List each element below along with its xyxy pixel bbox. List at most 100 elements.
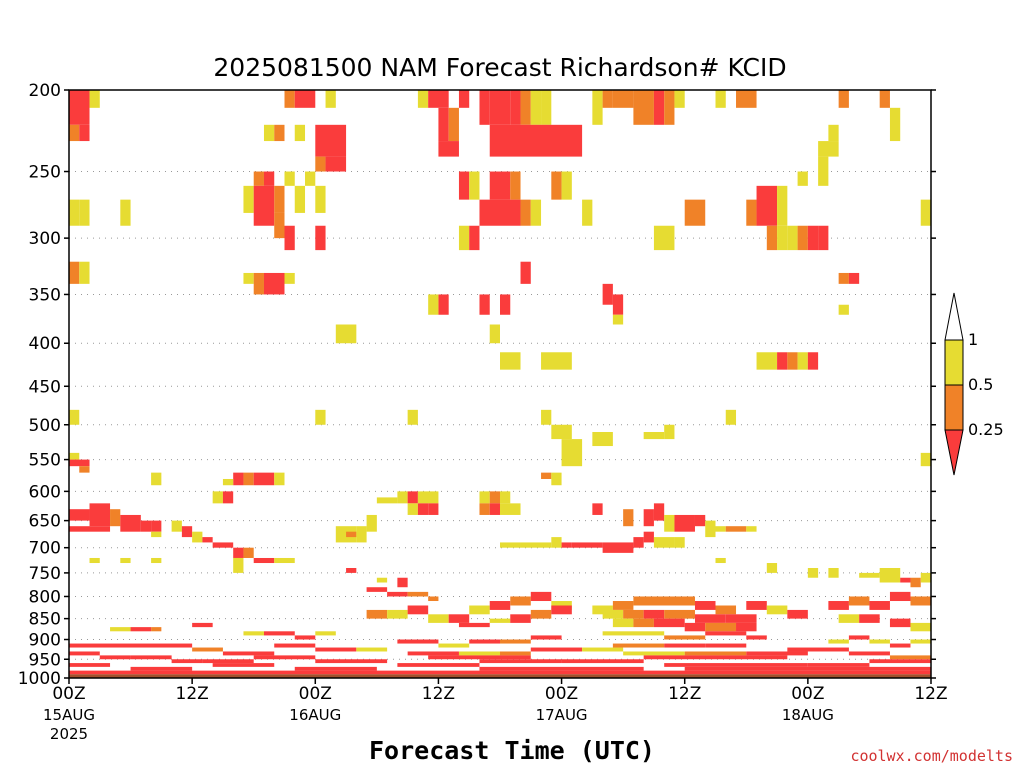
heatmap-cell-yellow bbox=[417, 491, 439, 504]
x-tick-date: 18AUG bbox=[782, 706, 834, 724]
heatmap-cell-orange bbox=[79, 466, 90, 473]
y-tick-label: 300 bbox=[29, 229, 61, 249]
heatmap-cell-red bbox=[694, 514, 706, 527]
colorbar-segment bbox=[944, 384, 964, 431]
heatmap-cell-orange bbox=[284, 90, 295, 108]
heatmap-cell-red bbox=[643, 655, 788, 660]
heatmap-cell-yellow bbox=[664, 424, 675, 440]
heatmap-cell-red bbox=[612, 294, 624, 315]
heatmap-cell-yellow bbox=[859, 572, 880, 578]
heatmap-cell-yellow bbox=[869, 639, 890, 644]
heatmap-cell-red bbox=[253, 185, 275, 226]
heatmap-cell-yellow bbox=[582, 647, 624, 652]
heatmap-cell-red bbox=[469, 639, 500, 644]
heatmap-cell-yellow bbox=[592, 605, 613, 615]
heatmap-cell-red bbox=[315, 225, 326, 251]
y-tick-label: 800 bbox=[29, 587, 61, 607]
heatmap-cell-orange bbox=[797, 225, 808, 251]
heatmap-cell-orange bbox=[510, 596, 531, 606]
heatmap-cell-yellow bbox=[561, 171, 572, 200]
heatmap-cell-red bbox=[79, 124, 90, 142]
source-label: coolwx.com/modelts bbox=[850, 747, 1013, 765]
heatmap-cell-yellow bbox=[315, 185, 326, 213]
heatmap-cell-yellow bbox=[797, 352, 808, 370]
x-tick-label: 00Z bbox=[791, 684, 824, 704]
y-tick-label: 250 bbox=[29, 163, 61, 183]
heatmap-cell-red bbox=[315, 124, 347, 157]
heatmap-cell-red bbox=[407, 491, 418, 504]
heatmap-cell-yellow bbox=[551, 601, 572, 610]
heatmap-cell-yellow bbox=[315, 631, 336, 636]
x-tick-date: 17AUG bbox=[536, 706, 588, 724]
heatmap-cell-orange bbox=[633, 90, 654, 125]
heatmap-cell-yellow bbox=[910, 622, 931, 632]
heatmap-cell-red bbox=[428, 655, 531, 660]
heatmap-cell-orange bbox=[766, 225, 778, 251]
heatmap-cell-orange bbox=[551, 171, 562, 200]
heatmap-cell-red bbox=[140, 520, 152, 532]
heatmap-cell-yellow bbox=[746, 526, 757, 532]
heatmap-cell-red bbox=[756, 185, 778, 226]
heatmap-cell-red bbox=[653, 90, 665, 125]
heatmap-cell-yellow bbox=[838, 304, 849, 315]
heatmap-cell-red bbox=[212, 663, 275, 667]
heatmap-cell-red bbox=[694, 601, 716, 610]
heatmap-cell-orange bbox=[274, 212, 285, 239]
heatmap-cell-yellow bbox=[715, 557, 726, 564]
heatmap-cell-orange bbox=[705, 622, 737, 632]
heatmap-cell-orange bbox=[69, 261, 80, 284]
heatmap-cell-red bbox=[694, 614, 726, 623]
heatmap-cell-red bbox=[510, 90, 521, 125]
heatmap-cell-yellow bbox=[325, 90, 336, 108]
heatmap-cell-red bbox=[263, 631, 295, 636]
plot-frame bbox=[68, 89, 932, 679]
heatmap-cell-red bbox=[889, 618, 911, 628]
heatmap-cell-yellow bbox=[120, 199, 131, 226]
heatmap-cell-yellow bbox=[889, 107, 901, 142]
heatmap-cell-red bbox=[848, 272, 860, 284]
heatmap-cell-red bbox=[458, 622, 490, 628]
heatmap-cell-red bbox=[192, 622, 213, 628]
heatmap-cell-orange bbox=[725, 526, 747, 532]
heatmap-cell-red bbox=[859, 614, 880, 623]
heatmap-cell-yellow bbox=[530, 90, 542, 125]
heatmap-cell-yellow bbox=[612, 314, 624, 325]
x-tick-label: 00Z bbox=[299, 684, 332, 704]
heatmap-cell-yellow bbox=[69, 452, 80, 460]
heatmap-cell-red bbox=[181, 526, 193, 538]
heatmap-cell-yellow bbox=[356, 647, 388, 652]
heatmap-cell-yellow bbox=[335, 324, 357, 344]
y-axis-ticks: 200 250 300 350 400 450 500 550 600 650 700 750 800 8… bbox=[18, 81, 936, 689]
heatmap-cell-red bbox=[428, 503, 439, 515]
chart-title: 2025081500 NAM Forecast Richardson# KCID bbox=[213, 53, 786, 82]
y-tick-label: 550 bbox=[29, 451, 61, 471]
heatmap-cell-red bbox=[643, 531, 654, 543]
heatmap-cell-red bbox=[500, 171, 511, 200]
heatmap-cell-red bbox=[479, 294, 490, 315]
heatmap-cell-red bbox=[489, 90, 500, 125]
heatmap-cell-red bbox=[222, 651, 275, 656]
heatmap-cell-red bbox=[69, 663, 111, 667]
heatmap-cell-orange bbox=[151, 627, 162, 632]
heatmap-cell-orange bbox=[602, 90, 613, 108]
heatmap-cell-yellow bbox=[592, 431, 613, 447]
heatmap-cell-orange bbox=[684, 651, 747, 656]
heatmap-cell-yellow bbox=[653, 537, 675, 548]
heatmap-cell-yellow bbox=[356, 526, 367, 543]
heatmap-cell-yellow bbox=[653, 225, 675, 251]
heatmap-cell-red bbox=[489, 503, 500, 515]
heatmap-cell-red bbox=[212, 542, 234, 548]
heatmap-cell-red bbox=[500, 294, 511, 315]
heatmap-cell-orange bbox=[448, 107, 459, 142]
heatmap-cell-red bbox=[263, 171, 275, 186]
heatmap-cell-red bbox=[253, 655, 316, 660]
heatmap-cell-orange bbox=[541, 472, 552, 479]
heatmap-cell-yellow bbox=[120, 557, 131, 564]
heatmap-cell-red bbox=[417, 503, 429, 515]
heatmap-cell-yellow bbox=[715, 90, 726, 108]
heatmap-cell-red bbox=[397, 639, 439, 644]
heatmap-cell-red bbox=[171, 659, 203, 664]
heatmap-cell-red bbox=[130, 627, 152, 632]
y-tick-label: 200 bbox=[29, 81, 61, 101]
